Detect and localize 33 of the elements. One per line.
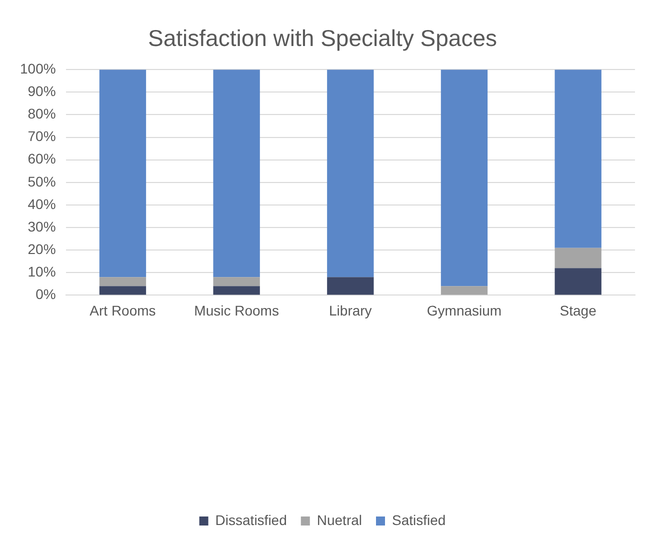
y-tick-label: 60% (28, 150, 56, 167)
bar (99, 70, 146, 278)
y-tick-label: 50% (28, 173, 56, 190)
y-tick-label: 30% (28, 218, 56, 234)
legend-label: Nuetral (316, 512, 362, 528)
bar (213, 277, 260, 286)
y-tick-label: 100% (20, 60, 56, 76)
x-tick-label: Gymnasium (426, 302, 502, 318)
bar (554, 268, 602, 295)
x-tick-label: Stage (560, 302, 597, 318)
y-tick-label: 20% (28, 240, 56, 257)
bar (327, 277, 374, 295)
x-tick-label: Library (329, 302, 372, 318)
y-tick-label: 40% (28, 196, 56, 212)
bar (99, 277, 146, 286)
y-tick-label: 80% (28, 106, 56, 122)
y-tick-label: 10% (28, 264, 56, 280)
y-tick-label: 0% (36, 286, 56, 302)
bar (554, 248, 602, 268)
legend-label: Dissatisfied (215, 512, 287, 528)
chart-title: Satisfaction with Specialty Spaces (148, 25, 498, 52)
bar (440, 286, 488, 295)
bar (213, 70, 260, 278)
legend-label: Satisfied (392, 512, 446, 528)
bar (213, 286, 260, 295)
bar (440, 70, 488, 286)
y-tick-label: 70% (28, 128, 56, 144)
bar (99, 286, 146, 295)
bar (554, 70, 602, 248)
bar (327, 70, 374, 278)
x-tick-label: Music Rooms (194, 302, 279, 318)
y-tick-label: 90% (28, 83, 56, 100)
x-tick-label: Art Rooms (90, 302, 156, 318)
